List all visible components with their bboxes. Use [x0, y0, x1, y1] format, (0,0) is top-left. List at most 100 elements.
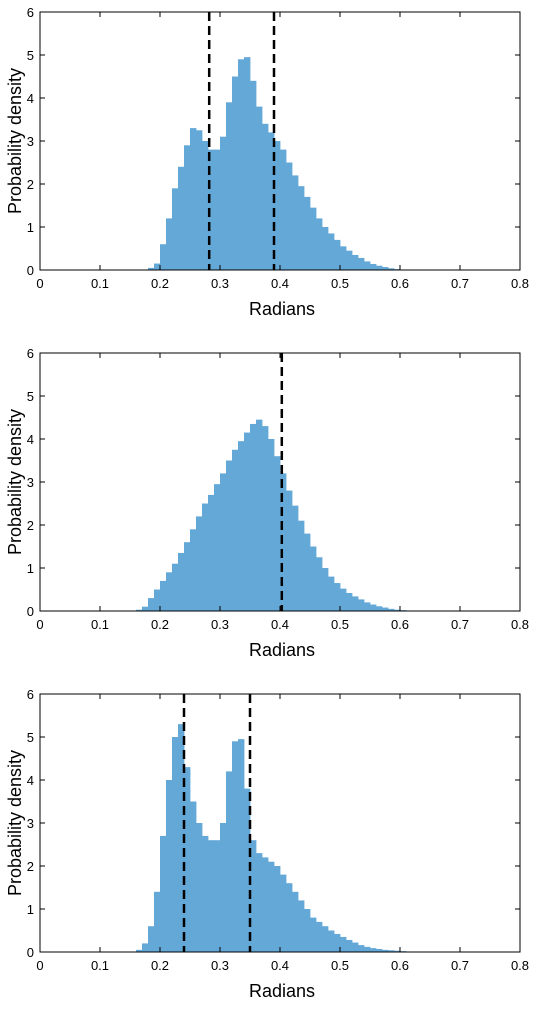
histogram-bar: [268, 861, 275, 952]
histogram-bar: [154, 891, 161, 952]
histogram-bar: [394, 609, 401, 611]
histogram-bar: [394, 950, 401, 952]
x-tick-label: 0.8: [511, 617, 529, 632]
histogram-bar: [304, 533, 311, 611]
histogram-bar: [292, 175, 299, 270]
histogram-bar: [214, 484, 221, 611]
histogram-panel-2: 0 0.1 0.2 0.3 0.4 0.5 0.6 0.7 0.8 0 1 2 3 4 5 6 Radians P…: [0, 341, 537, 682]
x-tick-label: 0.2: [151, 958, 169, 973]
histogram-panel-3: 0 0.1 0.2 0.3 0.4 0.5 0.6 0.7 0.8 0 1 2 3 4 5 6 Radians P…: [0, 682, 537, 1023]
histogram-bar: [316, 557, 323, 611]
x-tick-label: 0.4: [271, 958, 289, 973]
y-tick-label: 3: [27, 816, 34, 831]
histogram-bar: [190, 801, 197, 952]
x-tick-label: 0.8: [511, 958, 529, 973]
histogram-bar: [268, 132, 275, 270]
histogram-bar: [220, 473, 227, 611]
histogram-bar: [196, 516, 203, 611]
histogram-bar: [376, 606, 383, 611]
histogram-bar: [286, 883, 293, 952]
histogram-bar: [370, 263, 377, 270]
x-tick-label: 0.3: [211, 276, 229, 291]
y-tick-label: 0: [27, 263, 34, 278]
histogram-bar: [166, 780, 173, 952]
histogram-bar: [370, 604, 377, 611]
histogram-bar: [262, 426, 269, 611]
histogram-bar: [346, 939, 353, 952]
histogram-bar: [304, 196, 311, 270]
histogram-bar: [382, 266, 389, 270]
histogram-bar: [358, 257, 365, 270]
histogram-bar: [376, 265, 383, 270]
histogram-bar: [232, 449, 239, 611]
histogram-bar: [256, 853, 263, 952]
histogram-bar: [190, 128, 197, 270]
histogram-bar: [376, 948, 383, 952]
histogram-chart-1: 0 0.1 0.2 0.3 0.4 0.5 0.6 0.7 0.8 0 1 2 3 4 5 6 Radians P…: [5, 5, 529, 319]
x-tick-label: 0.3: [211, 958, 229, 973]
histogram-bar: [274, 141, 281, 270]
histogram-bar: [298, 186, 305, 270]
histogram-bar: [298, 520, 305, 611]
histogram-bar: [226, 460, 233, 611]
histogram-bar: [352, 254, 359, 270]
histogram-bar: [226, 102, 233, 270]
histogram-bar: [184, 767, 191, 952]
histogram-bar: [208, 840, 215, 952]
x-tick-label: 0: [36, 276, 43, 291]
histogram-bar: [364, 946, 371, 952]
x-tick-label: 0.1: [91, 617, 109, 632]
histogram-bar: [250, 840, 257, 952]
y-tick-label: 6: [27, 687, 34, 702]
x-tick-label: 0: [36, 958, 43, 973]
histogram-bar: [178, 166, 185, 270]
histogram-bar: [136, 949, 143, 952]
y-tick-label: 3: [27, 475, 34, 490]
histogram-bar: [274, 866, 281, 952]
histogram-bar: [244, 432, 251, 611]
histogram-bar: [226, 771, 233, 952]
histogram-bar: [364, 602, 371, 611]
histogram-bar: [262, 123, 269, 270]
histogram-bar: [154, 589, 161, 611]
histogram-bar: [178, 724, 185, 952]
histogram-bar: [172, 188, 179, 270]
histogram-bar: [154, 263, 161, 270]
histogram-bar: [286, 490, 293, 611]
y-tick-label: 0: [27, 945, 34, 960]
histogram-bar: [208, 149, 215, 270]
histogram-bar: [184, 542, 191, 611]
y-tick-label: 0: [27, 604, 34, 619]
histogram-chart-3: 0 0.1 0.2 0.3 0.4 0.5 0.6 0.7 0.8 0 1 2 3 4 5 6 Radians P…: [5, 687, 529, 1001]
histogram-bar: [214, 149, 221, 270]
x-tick-label: 0.6: [391, 276, 409, 291]
histogram-bar: [388, 950, 395, 952]
histogram-bar: [250, 423, 257, 611]
histogram-bar: [280, 149, 287, 270]
y-tick-label: 6: [27, 5, 34, 20]
histogram-bar: [238, 441, 245, 611]
x-tick-label: 0.4: [271, 617, 289, 632]
histogram-bar: [322, 926, 329, 952]
histogram-bar: [244, 788, 251, 952]
histogram-bar: [208, 494, 215, 611]
y-tick-label: 2: [27, 859, 34, 874]
histogram-bar: [316, 921, 323, 952]
x-tick-label: 0.5: [331, 617, 349, 632]
histogram-bar: [166, 572, 173, 611]
histogram-bar: [202, 835, 209, 952]
histogram-bar: [358, 945, 365, 952]
x-tick-label: 0: [36, 617, 43, 632]
x-tick-label: 0.2: [151, 276, 169, 291]
histogram-bar: [160, 580, 167, 611]
histogram-bar: [268, 439, 275, 611]
histogram-bar: [328, 233, 335, 270]
histogram-panel-1: 0 0.1 0.2 0.3 0.4 0.5 0.6 0.7 0.8 0 1 2 3 4 5 6 Radians P…: [0, 0, 537, 341]
histogram-bar: [340, 588, 347, 611]
histogram-bar: [244, 57, 251, 271]
y-tick-label: 4: [27, 91, 34, 106]
histogram-bar: [142, 606, 149, 611]
x-tick-label: 0.5: [331, 276, 349, 291]
histogram-bar: [382, 607, 389, 611]
histogram-chart-2: 0 0.1 0.2 0.3 0.4 0.5 0.6 0.7 0.8 0 1 2 3 4 5 6 Radians P…: [5, 346, 529, 660]
